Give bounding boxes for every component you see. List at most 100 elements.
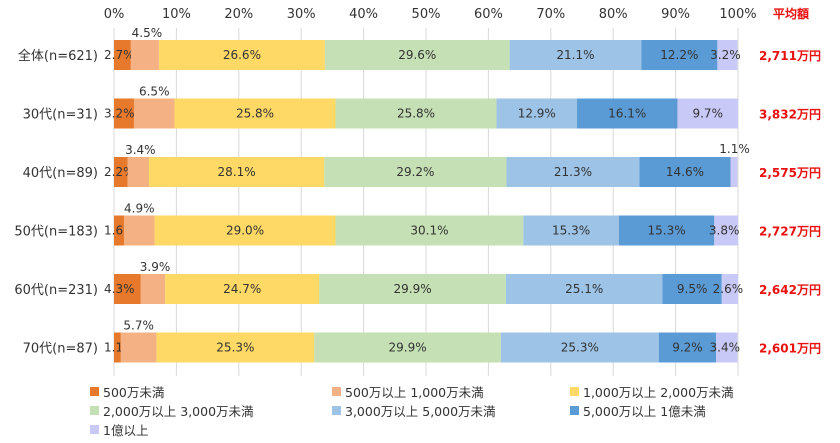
legend-label: 3,000万以上 5,000万未満 [345,404,496,419]
bar-segment [324,157,507,187]
bar-segment [114,332,121,363]
data-label: 25.3% [216,341,254,355]
legend-swatch [90,425,99,434]
bar-segment [716,332,738,363]
legend-item: 500万未満 [90,382,164,401]
bar-segment [335,98,497,129]
bar-segment [658,332,717,363]
average-header: 平均額 [773,6,809,21]
bars: 2.7% 4.5% 26.6% 29.6% 21.1% 12.2% 3.2% 3.2% 6.5%… [104,26,750,363]
data-label: 2.6% [713,282,744,296]
legend-item: 3,000万以上 5,000万未満 [332,401,496,420]
bar-segment [677,98,738,129]
legend-swatch [570,406,579,415]
data-label: 29.9% [394,282,432,296]
data-label: 3.2% [104,107,135,121]
data-label: 15.3% [552,224,590,238]
bar-segment [114,215,124,246]
legend-item: 500万以上 1,000万未満 [332,382,484,401]
bar-segment [319,274,506,304]
bar-segment [133,98,175,129]
category-label: 60代(n=231) [14,283,98,298]
x-tick-label: 80% [599,7,628,22]
data-label: 28.1% [218,165,256,179]
bar-segment [314,332,501,363]
legend-label: 1億以上 [103,423,149,438]
bar-segment [130,40,159,70]
bar-segment [114,157,128,187]
data-label: 3.2% [710,48,741,62]
bar-segment [114,40,131,70]
bar-segment [148,157,325,187]
data-label: 25.8% [236,107,274,121]
data-label: 30.1% [410,224,448,238]
x-tick-label: 40% [349,7,378,22]
average-value: 3,832万円 [759,108,821,122]
bar-segment [523,215,619,246]
bar-segment [324,40,510,70]
legend-label: 1,000万以上 2,000万未満 [583,385,734,400]
x-tick-label: 70% [536,7,565,22]
gridlines [113,28,739,376]
bar-segment [639,157,731,187]
bar-segment [500,332,659,363]
data-label: 5.7% [123,319,154,333]
x-tick-label: 50% [412,7,441,22]
data-label: 2.7% [104,48,135,62]
data-label: 9.5% [677,282,708,296]
average-value: 2,711万円 [759,49,821,63]
category-label: 70代(n=87) [23,342,98,357]
bar-segment [730,157,738,187]
category-label: 30代(n=31) [23,108,98,123]
legend-item: 1億以上 [90,420,148,439]
legend-swatch [570,387,579,396]
bar-segment [618,215,715,246]
data-label: 21.1% [556,48,594,62]
bar-segment [156,332,315,363]
data-label: 9.7% [692,107,723,121]
legend-swatch [332,406,341,415]
bar-segment [721,274,738,304]
x-tick-label: 20% [224,7,253,22]
bar-segment [662,274,722,304]
bar-segment [165,274,320,304]
data-label: 3.8% [709,224,740,238]
bar-segment [120,332,157,363]
bar-segment [577,98,678,129]
data-label: 24.7% [223,282,261,296]
data-label: 25.8% [397,107,435,121]
bar-segment [641,40,718,70]
bar-segment [505,274,663,304]
data-label: 3.9% [140,260,171,274]
data-label: 4.5% [132,26,163,40]
x-tick-label: 0% [104,7,125,22]
data-label: 2.2% [104,165,135,179]
data-label: 9.2% [672,341,703,355]
legend-item: 1,000万以上 2,000万未満 [570,382,734,401]
average-value: 2,642万円 [759,283,821,297]
bar-segment [509,40,642,70]
x-tick-label: 60% [474,7,503,22]
legend-item: 5,000万以上 1億未満 [570,401,706,420]
legend-label: 500万未満 [103,385,165,400]
x-tick-label: 100% [719,7,756,22]
bar-segment [506,157,640,187]
data-label: 29.6% [398,48,436,62]
average-value: 2,727万円 [759,225,821,239]
bar-segment [127,157,149,187]
data-label: 29.2% [396,165,434,179]
average-column: 平均額 2,711万円 3,832万円 2,575万円 2,727万円 2,642万円 2… [759,6,821,356]
bar-segment [114,274,141,304]
category-labels: 全体(n=621) 30代(n=31) 40代(n=89) 50代(n=183) 60代… [14,48,98,357]
legend-label: 500万以上 1,000万未満 [345,385,484,400]
data-label: 6.5% [139,85,170,99]
bar-segment [335,215,524,246]
data-label: 26.6% [223,48,261,62]
bar-segment [496,98,578,129]
data-label: 21.3% [554,165,592,179]
legend-swatch [90,387,99,396]
data-label: 29.0% [226,224,264,238]
bar-segment [717,40,738,70]
legend-label: 5,000万以上 1億未満 [583,404,706,419]
